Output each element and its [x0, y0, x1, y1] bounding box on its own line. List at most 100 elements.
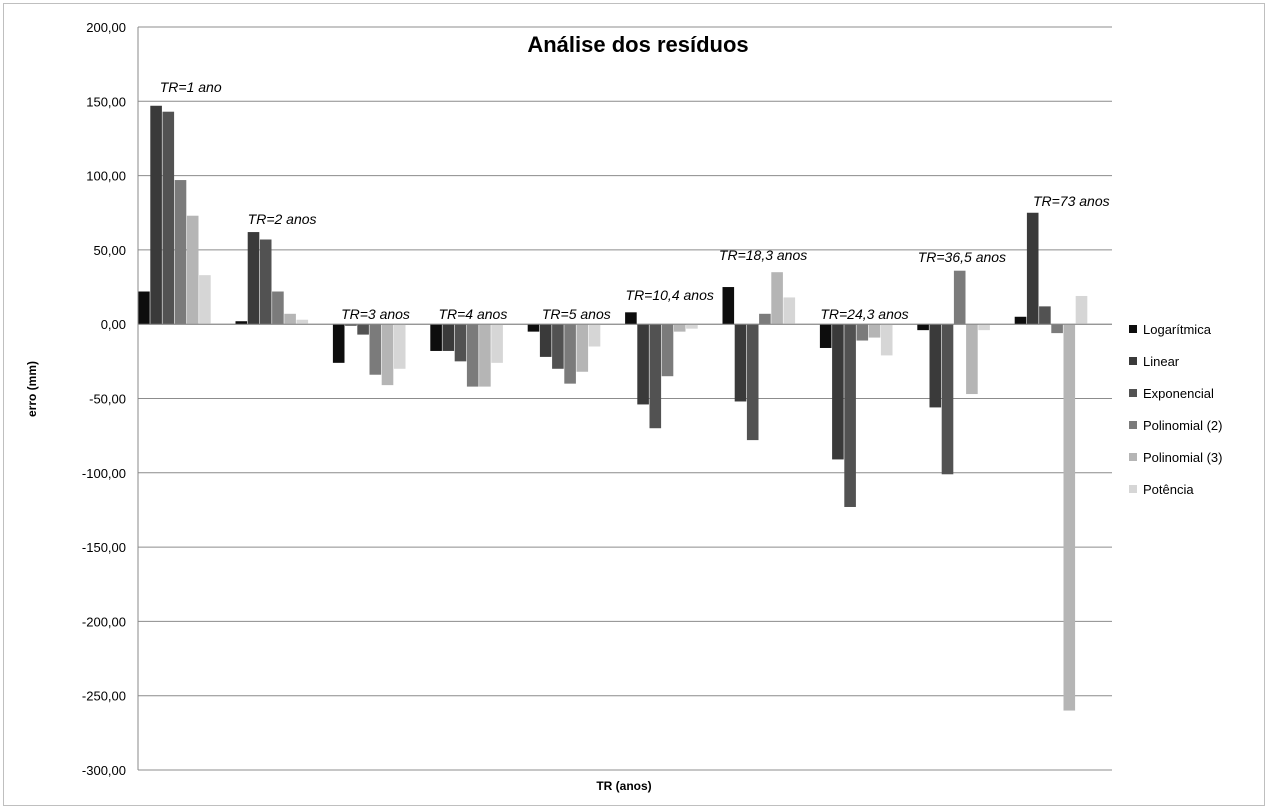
legend-swatch: [1129, 389, 1137, 397]
category-label: TR=36,5 anos: [918, 249, 1006, 265]
bar: [978, 324, 990, 331]
bar: [746, 324, 759, 441]
legend-label: Exponencial: [1143, 386, 1214, 401]
y-tick-label: -150,00: [82, 540, 126, 555]
bar: [1014, 316, 1027, 325]
bar: [296, 319, 309, 325]
bar: [393, 324, 406, 369]
legend-swatch: [1129, 421, 1137, 429]
x-axis-title: TR (anos): [596, 779, 651, 793]
bar: [819, 324, 832, 348]
legend-label: Logarítmica: [1143, 322, 1212, 337]
bar: [381, 324, 394, 386]
legend-swatch: [1129, 357, 1137, 365]
bar: [357, 324, 369, 335]
bar: [247, 232, 260, 325]
bar: [832, 324, 844, 460]
bar: [430, 324, 442, 351]
bar: [332, 324, 345, 363]
chart-frame: 200,00 150,00 100,00 50,00 0,00 -50,00 -100,00…: [3, 3, 1265, 806]
category-annotations: TR=1 ano TR=2 anos TR=3 anos TR=4 anos TR=5 …: [160, 79, 1110, 322]
legend-label: Polinomial (3): [1143, 450, 1222, 465]
bar: [856, 324, 869, 341]
bar: [759, 313, 771, 325]
bar: [186, 215, 199, 325]
bar: [686, 324, 698, 329]
bar: [1075, 295, 1088, 325]
residuals-bar-chart: 200,00 150,00 100,00 50,00 0,00 -50,00 -100,00…: [25, 20, 1222, 793]
category-label: TR=2 anos: [248, 211, 317, 227]
chart-title: Análise dos resíduos: [527, 32, 748, 57]
bar: [917, 324, 929, 331]
bar: [637, 324, 649, 405]
category-label: TR=73 anos: [1033, 193, 1110, 209]
bar: [941, 324, 954, 475]
bar: [953, 270, 966, 325]
bar: [673, 324, 686, 332]
bar: [649, 324, 662, 429]
bar: [479, 324, 491, 387]
legend-label: Potência: [1143, 482, 1194, 497]
bar: [345, 324, 357, 326]
y-tick-label: 50,00: [93, 243, 126, 258]
y-axis-title: erro (mm): [25, 361, 39, 417]
bar: [1063, 324, 1076, 711]
legend-label: Polinomial (2): [1143, 418, 1222, 433]
bar: [734, 324, 747, 402]
bar: [442, 324, 455, 351]
legend-swatch: [1129, 325, 1137, 333]
category-label: TR=24,3 anos: [820, 306, 908, 322]
y-tick-label: -100,00: [82, 466, 126, 481]
legend-swatch: [1129, 453, 1137, 461]
bar: [880, 324, 893, 356]
bar: [259, 239, 272, 325]
bar: [138, 291, 150, 325]
bar: [527, 324, 540, 332]
bar: [454, 324, 467, 362]
bar: [1051, 324, 1063, 334]
category-label: TR=1 ano: [160, 79, 222, 95]
bar: [466, 324, 479, 387]
bar: [199, 275, 211, 325]
bar: [174, 180, 187, 325]
bar: [150, 105, 162, 325]
y-tick-label: -250,00: [82, 689, 126, 704]
bar: [235, 321, 248, 325]
bar: [722, 287, 735, 325]
y-tick-label: -300,00: [82, 763, 126, 778]
bar: [844, 324, 856, 507]
category-label: TR=18,3 anos: [719, 247, 807, 263]
gridlines: [138, 26, 1112, 771]
legend: Logarítmica Linear Exponencial Polinomial (…: [1129, 322, 1222, 497]
y-tick-label: 200,00: [86, 20, 126, 35]
y-tick-label: 100,00: [86, 169, 126, 184]
category-label: TR=10,4 anos: [626, 287, 714, 303]
y-tick-labels: 200,00 150,00 100,00 50,00 0,00 -50,00 -100,00…: [82, 20, 126, 778]
bar: [576, 324, 589, 372]
bar: [661, 324, 674, 377]
bar: [929, 324, 942, 408]
bar: [1026, 212, 1039, 325]
legend-label: Linear: [1143, 354, 1180, 369]
bar: [783, 297, 796, 325]
bar: [162, 111, 175, 325]
bars: [138, 105, 1088, 711]
bar: [539, 324, 552, 357]
y-tick-label: 150,00: [86, 94, 126, 109]
bar: [1039, 306, 1051, 325]
y-tick-label: 0,00: [101, 317, 126, 332]
category-label: TR=4 anos: [438, 306, 507, 322]
bar: [868, 324, 881, 338]
category-label: TR=3 anos: [341, 306, 410, 322]
bar: [272, 291, 284, 325]
category-label: TR=5 anos: [542, 306, 611, 322]
bar: [966, 324, 978, 395]
bar: [491, 324, 503, 363]
y-tick-label: -50,00: [89, 392, 126, 407]
y-tick-label: -200,00: [82, 614, 126, 629]
bar: [552, 324, 564, 369]
legend-swatch: [1129, 485, 1137, 493]
bar: [284, 313, 296, 325]
bar: [771, 272, 783, 325]
bar: [625, 312, 637, 325]
